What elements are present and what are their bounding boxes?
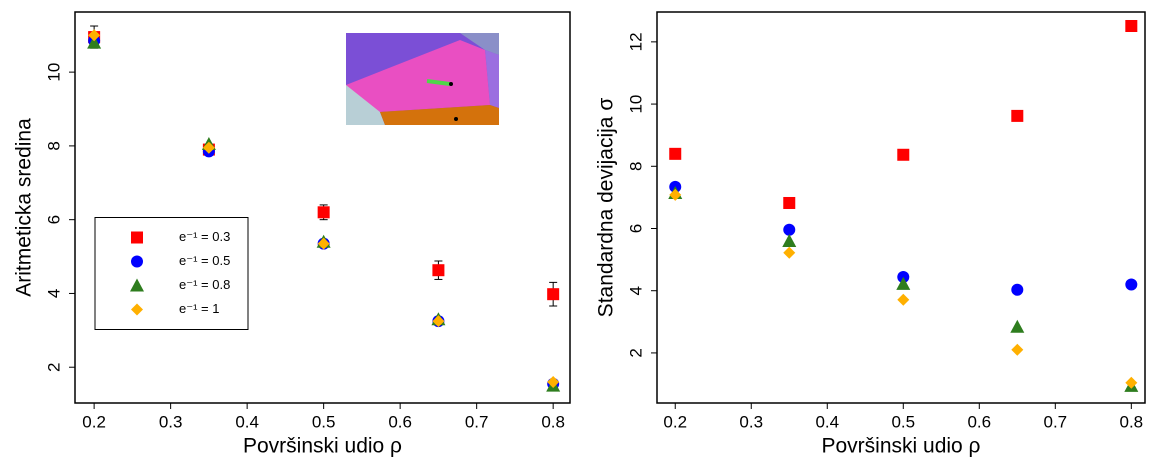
- point: [669, 188, 682, 201]
- y-tick-label: 12: [626, 32, 645, 51]
- x-tick-label: 0.3: [739, 412, 763, 431]
- x-tick-label: 0.3: [159, 412, 183, 431]
- inset-dot: [449, 82, 453, 86]
- inset-region: [460, 33, 499, 55]
- x-tick-label: 0.4: [235, 412, 259, 431]
- x-tick-label: 0.5: [312, 412, 336, 431]
- point: [547, 375, 560, 388]
- legend-marker: [131, 303, 143, 316]
- y-tick-label: 10: [44, 63, 63, 82]
- y-axis-label: Standardna devijacija σ: [595, 98, 618, 318]
- x-tick-label: 0.8: [541, 412, 565, 431]
- x-tick-label: 0.5: [891, 412, 915, 431]
- point: [783, 223, 796, 236]
- point: [897, 293, 910, 306]
- point: [1125, 376, 1138, 389]
- legend-marker: [131, 231, 143, 244]
- x-tick-label: 0.6: [388, 412, 412, 431]
- legend-label: e⁻¹ = 0.5: [179, 253, 230, 268]
- point: [1010, 319, 1025, 333]
- point: [547, 288, 560, 301]
- point: [1011, 343, 1024, 356]
- point: [432, 315, 445, 328]
- y-tick-label: 2: [44, 362, 63, 371]
- legend-label: e⁻¹ = 1: [179, 301, 219, 316]
- x-tick-label: 0.7: [465, 412, 489, 431]
- legend-label: e⁻¹ = 0.3: [179, 229, 230, 244]
- legend-marker: [130, 278, 144, 292]
- point: [897, 148, 910, 161]
- y-tick-label: 8: [626, 162, 645, 171]
- y-tick-label: 8: [44, 141, 63, 150]
- y-tick-label: 2: [626, 348, 645, 357]
- legend-box: [94, 217, 249, 330]
- point: [1125, 19, 1138, 32]
- legend-label: e⁻¹ = 0.8: [179, 277, 230, 292]
- point: [432, 264, 445, 277]
- x-axis-label: Površinski udio ρ: [243, 435, 402, 458]
- inset-region: [346, 85, 385, 125]
- x-tick-label: 0.6: [967, 412, 991, 431]
- x-tick-label: 0.2: [82, 412, 106, 431]
- plot-frame: [74, 11, 571, 404]
- inset-dot: [454, 117, 458, 121]
- y-axis-label: Aritmeticka sredina: [13, 118, 36, 297]
- point: [1125, 278, 1138, 291]
- y-tick-label: 6: [626, 224, 645, 233]
- point: [783, 196, 796, 209]
- point: [317, 237, 330, 250]
- x-tick-label: 0.7: [1043, 412, 1067, 431]
- point: [669, 147, 682, 160]
- x-tick-label: 0.8: [1119, 412, 1143, 431]
- y-tick-label: 4: [44, 289, 63, 298]
- point: [896, 276, 911, 290]
- plot-frame: [656, 11, 1146, 404]
- y-tick-label: 4: [626, 286, 645, 295]
- x-tick-label: 0.2: [663, 412, 687, 431]
- point: [87, 35, 102, 49]
- inset-particle: [426, 79, 451, 86]
- point: [782, 233, 797, 247]
- point: [317, 206, 330, 219]
- point: [1011, 109, 1024, 122]
- inset-image: [346, 33, 499, 125]
- inset-region: [380, 105, 499, 125]
- inset-region: [485, 50, 499, 108]
- point: [88, 29, 101, 42]
- x-axis-label: Površinski udio ρ: [821, 435, 980, 458]
- inset-region: [346, 40, 490, 112]
- point: [1011, 283, 1024, 296]
- y-tick-label: 10: [626, 95, 645, 114]
- y-tick-label: 6: [44, 215, 63, 224]
- point: [783, 246, 796, 259]
- x-tick-label: 0.4: [815, 412, 839, 431]
- point: [202, 141, 215, 154]
- legend-marker: [131, 255, 143, 268]
